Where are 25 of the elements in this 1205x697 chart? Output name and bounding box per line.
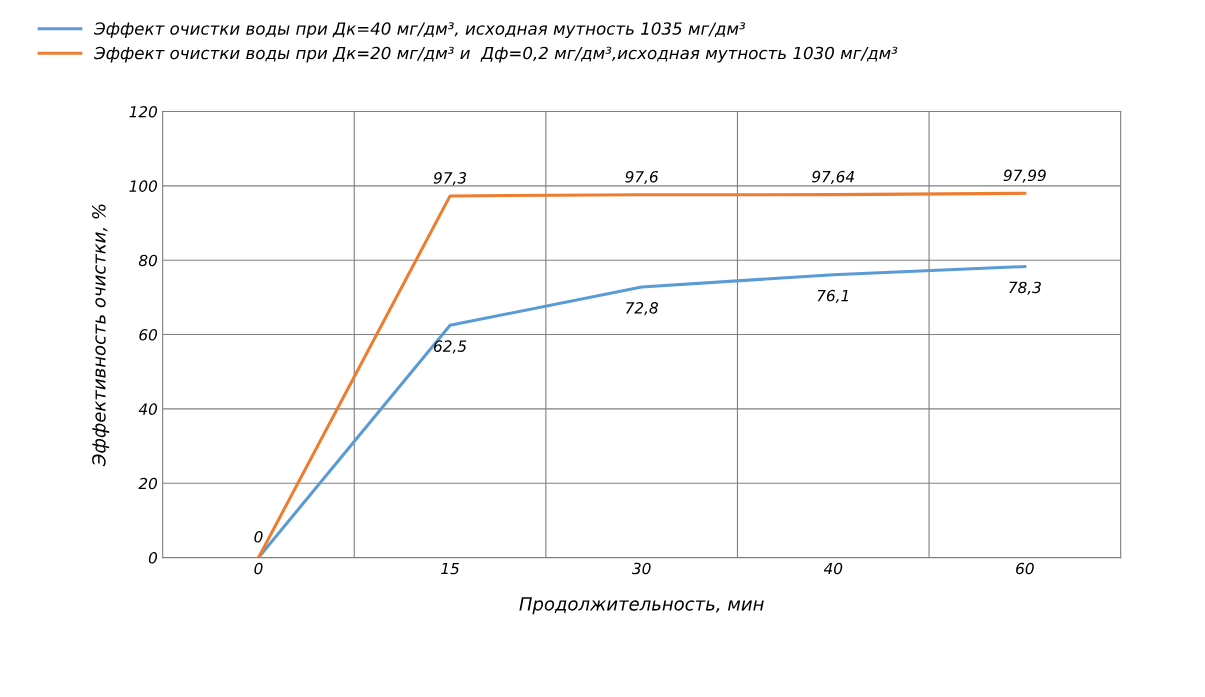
data-label: 0 xyxy=(254,531,263,543)
data-label: 72,8 xyxy=(626,302,659,316)
y-tick-label: 20 xyxy=(138,477,158,490)
x-axis-title: Продолжительность, мин xyxy=(519,597,764,615)
y-tick-label: 0 xyxy=(148,552,158,564)
data-label: 97,6 xyxy=(625,171,658,185)
y-tick-label: 80 xyxy=(138,254,158,267)
legend-label: Эффект очистки воды при Дк=20 мг/дм³ и Дф=0,2 мг/дм³,исходная мутность 1030 мг/дм³ xyxy=(94,46,898,63)
y-axis-title: Эффективность очистки, % xyxy=(92,204,110,467)
x-tick-label: 0 xyxy=(254,562,263,575)
data-label: 76,1 xyxy=(817,289,848,303)
x-tick-label: 60 xyxy=(1016,562,1034,575)
data-label: 97,64 xyxy=(812,170,855,184)
data-label: 62,5 xyxy=(434,340,467,354)
y-tick-label: 120 xyxy=(129,105,158,118)
data-label: 97,3 xyxy=(433,172,467,186)
y-tick-label: 40 xyxy=(138,403,158,415)
x-tick-label: 40 xyxy=(823,562,843,575)
data-label: 78,3 xyxy=(1009,281,1041,295)
x-tick-label: 15 xyxy=(441,562,459,575)
y-tick-label: 60 xyxy=(139,329,158,341)
y-tick-label: 100 xyxy=(129,180,158,192)
data-label: 97,99 xyxy=(1003,169,1046,183)
legend-label: Эффект очистки воды при Дк=40 мг/дм³, исходная мутность 1035 мг/дм³ xyxy=(94,22,746,39)
x-tick-label: 30 xyxy=(631,562,651,575)
